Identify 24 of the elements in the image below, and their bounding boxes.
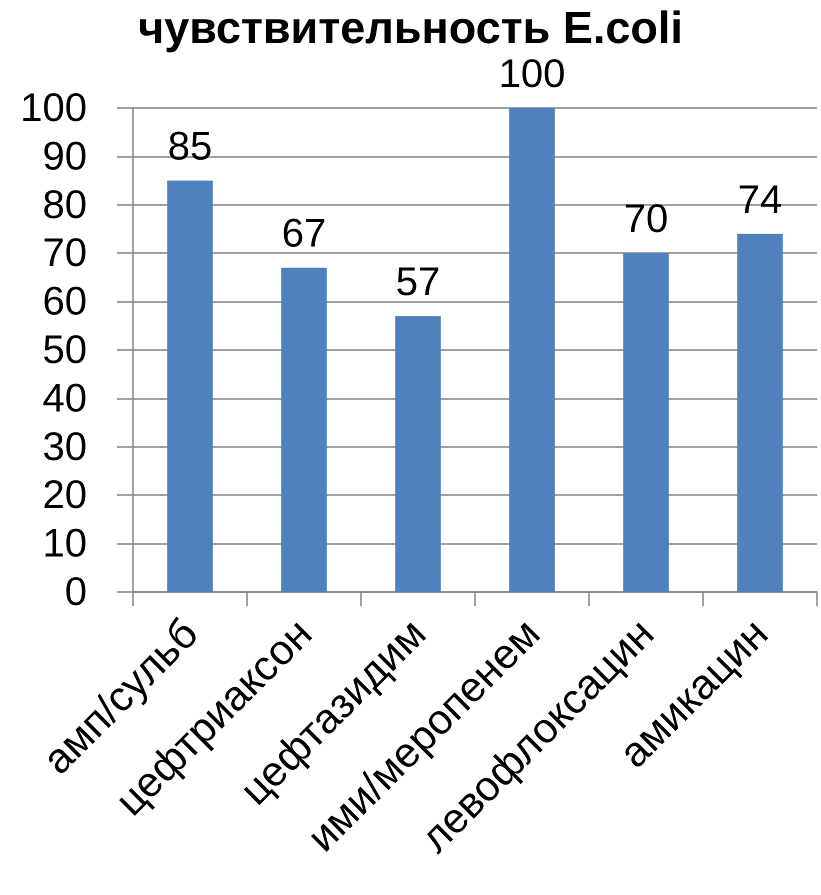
y-tick-label: 70	[42, 231, 87, 276]
data-label: 100	[498, 52, 566, 96]
data-label: 70	[624, 197, 668, 242]
y-tick-label: 40	[42, 376, 87, 420]
y-tick-label: 10	[42, 522, 87, 566]
y-tick-label: 30	[42, 424, 87, 469]
bar	[395, 316, 441, 592]
bar	[509, 108, 555, 592]
chart-title: чувствительность E.coli	[138, 2, 683, 53]
y-tick-label: 20	[42, 473, 87, 518]
y-tick-label: 60	[42, 280, 87, 324]
y-tick-label: 50	[42, 328, 87, 372]
y-tick-label: 0	[64, 570, 87, 614]
bar	[281, 268, 327, 592]
y-tick-label: 90	[42, 134, 87, 178]
data-label: 57	[396, 260, 440, 304]
data-label: 85	[168, 124, 212, 169]
bar	[737, 234, 783, 592]
y-tick-label: 100	[20, 86, 87, 130]
data-label: 67	[282, 212, 326, 256]
y-tick-label: 80	[42, 182, 87, 227]
bar	[167, 180, 213, 592]
bar	[623, 253, 669, 592]
data-label: 74	[738, 178, 782, 222]
